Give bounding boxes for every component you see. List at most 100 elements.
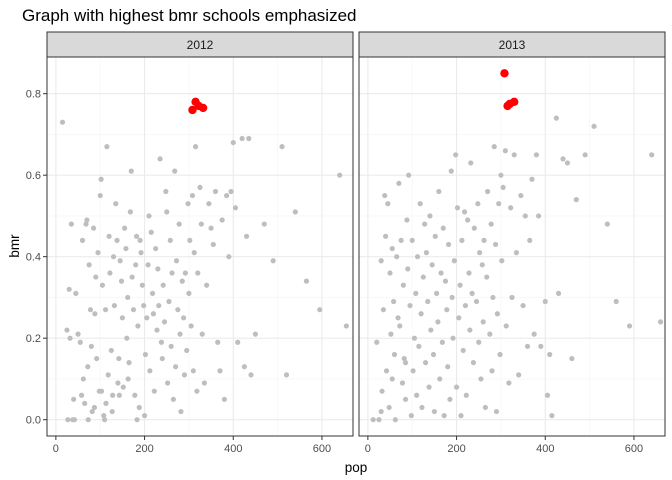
panel-border-2012: [46, 56, 354, 437]
data-point-2012: [180, 315, 187, 321]
data-point-2013: [399, 380, 406, 386]
data-point-2013: [502, 148, 508, 154]
data-point-2013: [407, 302, 413, 309]
data-point-2012: [157, 156, 163, 162]
data-point-2013: [395, 315, 401, 321]
data-point-2012: [116, 355, 122, 362]
data-point-2012: [139, 282, 145, 288]
data-point-2013: [508, 205, 514, 211]
data-point-2013: [450, 335, 456, 341]
data-point-2012: [87, 307, 94, 313]
data-point-2013: [553, 115, 559, 121]
data-point-2012: [172, 168, 178, 174]
data-point-2013: [386, 404, 392, 411]
data-point-2012: [106, 233, 112, 239]
data-point-2013: [467, 327, 473, 333]
y-axis: 0.0 0.2 0.4 0.6 0.8: [26, 89, 47, 427]
data-point-2013: [469, 290, 475, 296]
data-point-2013: [434, 290, 440, 296]
data-point-2012: [135, 323, 141, 329]
data-point-2013: [569, 355, 575, 362]
data-point-2012: [104, 144, 110, 150]
data-point-2013: [401, 355, 407, 362]
data-point-2013: [408, 413, 414, 419]
data-point-2013: [509, 294, 515, 301]
data-point-2013: [451, 258, 457, 264]
data-point-2013: [477, 250, 483, 256]
data-point-2013: [456, 315, 462, 321]
data-point-2012: [192, 144, 199, 150]
data-point-2013: [544, 392, 551, 398]
data-point-2013: [394, 254, 400, 260]
data-point-2013: [458, 413, 464, 419]
data-point-2012: [128, 168, 134, 174]
data-point-2012: [75, 331, 81, 337]
panel-grid-2013: [359, 57, 665, 436]
data-point-2013: [427, 213, 433, 219]
data-point-2013: [402, 360, 409, 366]
data-point-2012: [190, 368, 196, 374]
data-point-2013: [471, 225, 477, 231]
data-point-2013: [520, 302, 526, 309]
data-point-2013: [461, 209, 468, 215]
data-point-2012: [317, 307, 323, 313]
data-point-2012: [66, 286, 72, 292]
data-point-2012: [144, 315, 150, 321]
data-point-2013: [390, 298, 397, 305]
data-point-2012: [151, 388, 157, 394]
data-point-2012: [191, 250, 197, 256]
data-point-2012: [70, 417, 76, 423]
data-point-2012: [156, 302, 162, 309]
data-point-2012: [179, 278, 185, 284]
data-point-2013: [414, 254, 421, 260]
data-point-2013: [392, 417, 398, 423]
data-point-2013: [380, 307, 386, 313]
data-point-2013: [462, 302, 469, 309]
data-point-2013: [420, 274, 426, 280]
data-point-2013: [573, 197, 579, 203]
data-point-2013: [426, 384, 432, 390]
data-point-2013: [430, 351, 437, 358]
data-point-2013: [453, 384, 460, 390]
data-point-2012: [85, 417, 91, 423]
data-point-2013: [564, 160, 571, 166]
data-point-2013: [657, 319, 664, 325]
data-point-2012: [219, 217, 225, 223]
data-point-2013: [533, 152, 539, 158]
data-point-2013: [385, 201, 391, 207]
data-point-2012: [303, 278, 310, 284]
facet-panel-2013: 2013: [358, 31, 666, 437]
data-point-2012: [141, 413, 148, 419]
data-point-2012: [337, 172, 343, 178]
data-point-2012: [165, 380, 171, 386]
data-point-2012: [221, 396, 227, 402]
data-point-2013: [417, 201, 423, 207]
data-point-2013: [425, 298, 431, 305]
data-point-2013: [470, 360, 477, 366]
data-point-2012: [101, 413, 107, 419]
x-tick-label-2013: 400: [536, 443, 554, 455]
data-point-2013: [522, 213, 528, 219]
data-point-2012: [176, 221, 182, 227]
data-point-2013: [489, 368, 495, 374]
data-point-2013: [494, 311, 500, 317]
panel-border-2013: [358, 56, 666, 437]
data-point-2012: [137, 237, 143, 243]
data-point-2013: [429, 262, 435, 268]
data-point-2012: [129, 274, 135, 280]
data-point-2012: [173, 364, 179, 370]
data-point-2013: [440, 225, 446, 231]
data-point-2013: [497, 351, 503, 358]
data-point-2013: [604, 221, 610, 227]
data-point-2012: [235, 339, 241, 345]
data-point-2013: [396, 180, 402, 186]
y-axis-title: bmr: [7, 234, 22, 258]
facet-strip-2013: [358, 31, 666, 58]
data-point-2013: [410, 368, 416, 374]
data-point-2012: [146, 213, 152, 219]
data-point-2013: [406, 172, 412, 178]
data-point-2012: [184, 347, 190, 354]
data-point-2012: [343, 323, 349, 329]
data-point-2013: [460, 347, 466, 354]
